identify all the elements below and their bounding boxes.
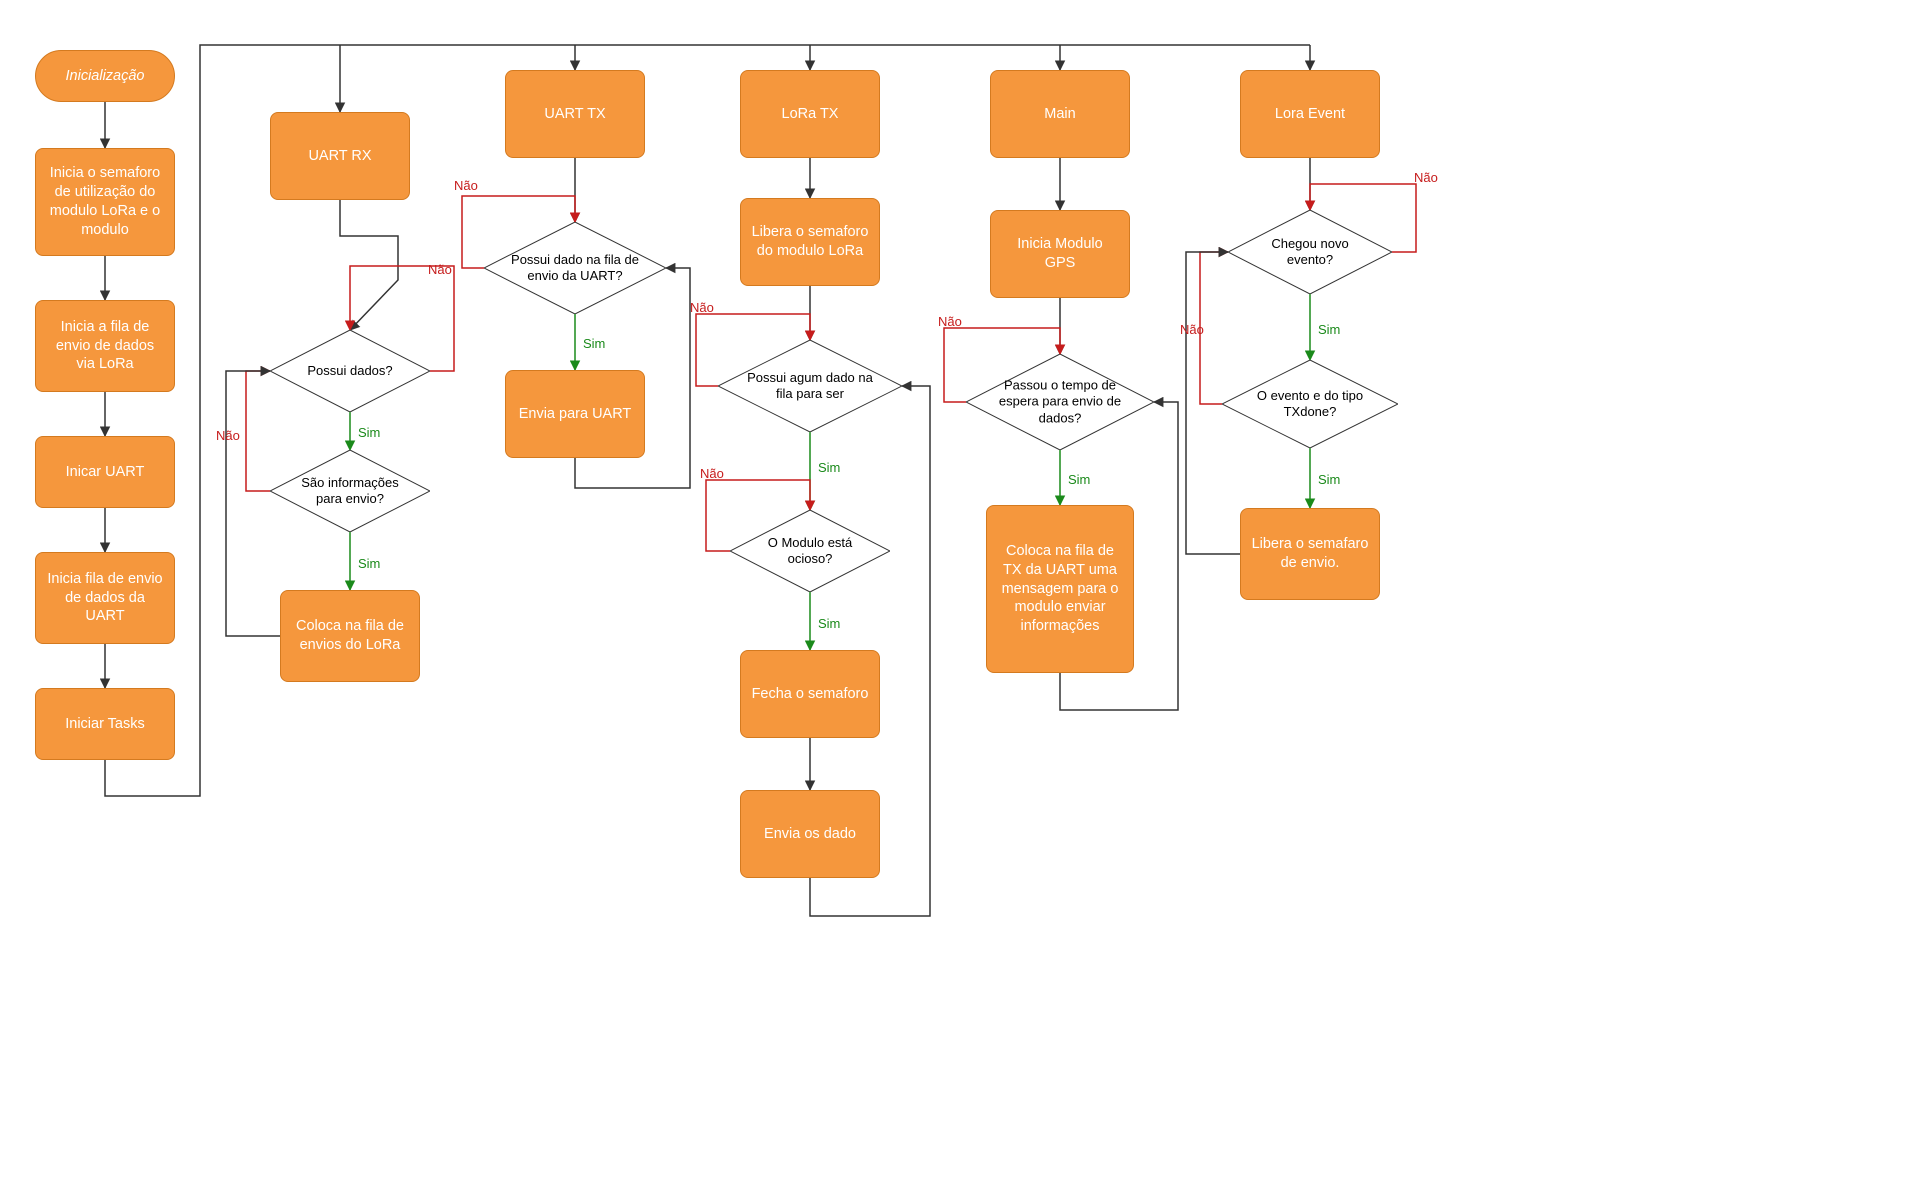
- node-label: Inicar UART: [66, 463, 145, 482]
- edge-label-yes: Sim: [818, 460, 840, 475]
- node-label: Envia para UART: [519, 405, 632, 424]
- decision-label: O evento e do tipo TXdone?: [1244, 388, 1376, 421]
- decision-dChegou: Chegou novo evento?: [1228, 210, 1392, 294]
- node-label: UART RX: [308, 147, 371, 166]
- process-colocaLora: Coloca na fila de envios do LoRa: [280, 590, 420, 682]
- node-label: Fecha o semaforo: [752, 685, 869, 704]
- decision-dOcioso: O Modulo está ocioso?: [730, 510, 890, 592]
- node-label: Libera o semaforo do modulo LoRa: [751, 223, 869, 261]
- edge-label-no: Não: [216, 428, 240, 443]
- node-label: Inicia a fila de envio de dados via LoRa: [46, 318, 164, 375]
- edge-r5: [246, 371, 270, 491]
- process-initFilaU: Inicia fila de envio de dados da UART: [35, 552, 175, 644]
- decision-label: São informações para envio?: [290, 475, 410, 508]
- decision-dFilaLora: Possui agum dado na fila para ser: [718, 340, 902, 432]
- decision-dSaoInfo: São informações para envio?: [270, 450, 430, 532]
- edge-label-yes: Sim: [1318, 472, 1340, 487]
- node-label: Inicia o semaforo de utilização do modul…: [46, 164, 164, 239]
- edge-label-no: Não: [938, 314, 962, 329]
- node-label: UART TX: [544, 105, 605, 124]
- process-loraEvt: Lora Event: [1240, 70, 1380, 158]
- decision-dFilaUart: Possui dado na fila de envio da UART?: [484, 222, 666, 314]
- node-label: Iniciar Tasks: [65, 715, 145, 734]
- edge-label-yes: Sim: [1318, 322, 1340, 337]
- edge-label-no: Não: [1180, 322, 1204, 337]
- process-initFila: Inicia a fila de envio de dados via LoRa: [35, 300, 175, 392]
- edge-r1: [340, 200, 398, 330]
- edge-label-yes: Sim: [358, 556, 380, 571]
- decision-label: O Modulo está ocioso?: [750, 535, 870, 568]
- process-colocaTx: Coloca na fila de TX da UART uma mensage…: [986, 505, 1134, 673]
- node-label: Envia os dado: [764, 825, 856, 844]
- decision-label: Possui agum dado na fila para ser: [741, 370, 879, 403]
- process-initUart: Inicar UART: [35, 436, 175, 508]
- edge-label-yes: Sim: [818, 616, 840, 631]
- process-enviaDado: Envia os dado: [740, 790, 880, 878]
- node-label: Lora Event: [1275, 105, 1345, 124]
- process-iniciaGps: Inicia Modulo GPS: [990, 210, 1130, 298]
- edge-label-no: Não: [690, 300, 714, 315]
- process-liberaEnv: Libera o semafaro de envio.: [1240, 508, 1380, 600]
- edge-label-yes: Sim: [1068, 472, 1090, 487]
- process-enviaUart: Envia para UART: [505, 370, 645, 458]
- edge-label-no: Não: [700, 466, 724, 481]
- decision-label: Possui dado na fila de envio da UART?: [507, 252, 644, 285]
- decision-label: Chegou novo evento?: [1249, 236, 1372, 269]
- process-uartRx: UART RX: [270, 112, 410, 200]
- decision-dTempo: Passou o tempo de espera para envio de d…: [966, 354, 1154, 450]
- node-label: Inicialização: [66, 67, 145, 86]
- process-uartTx: UART TX: [505, 70, 645, 158]
- edge-label-yes: Sim: [583, 336, 605, 351]
- decision-dPossui: Possui dados?: [270, 330, 430, 412]
- node-label: Coloca na fila de envios do LoRa: [291, 617, 409, 655]
- process-loraTx: LoRa TX: [740, 70, 880, 158]
- process-liberaSem: Libera o semaforo do modulo LoRa: [740, 198, 880, 286]
- process-initSema: Inicia o semaforo de utilização do modul…: [35, 148, 175, 256]
- node-label: Libera o semafaro de envio.: [1251, 535, 1369, 573]
- node-label: Main: [1044, 105, 1075, 124]
- terminator-init: Inicialização: [35, 50, 175, 102]
- node-label: Inicia fila de envio de dados da UART: [46, 570, 164, 627]
- node-label: LoRa TX: [782, 105, 839, 124]
- edge-label-no: Não: [1414, 170, 1438, 185]
- decision-dTxDone: O evento e do tipo TXdone?: [1222, 360, 1398, 448]
- edge-label-yes: Sim: [358, 425, 380, 440]
- process-initTasks: Iniciar Tasks: [35, 688, 175, 760]
- node-label: Inicia Modulo GPS: [1001, 235, 1119, 273]
- decision-label: Possui dados?: [290, 363, 410, 379]
- process-main: Main: [990, 70, 1130, 158]
- edge-label-no: Não: [428, 262, 452, 277]
- node-label: Coloca na fila de TX da UART uma mensage…: [997, 542, 1123, 636]
- process-fechaSem: Fecha o semaforo: [740, 650, 880, 738]
- decision-label: Passou o tempo de espera para envio de d…: [990, 378, 1131, 427]
- edge-label-no: Não: [454, 178, 478, 193]
